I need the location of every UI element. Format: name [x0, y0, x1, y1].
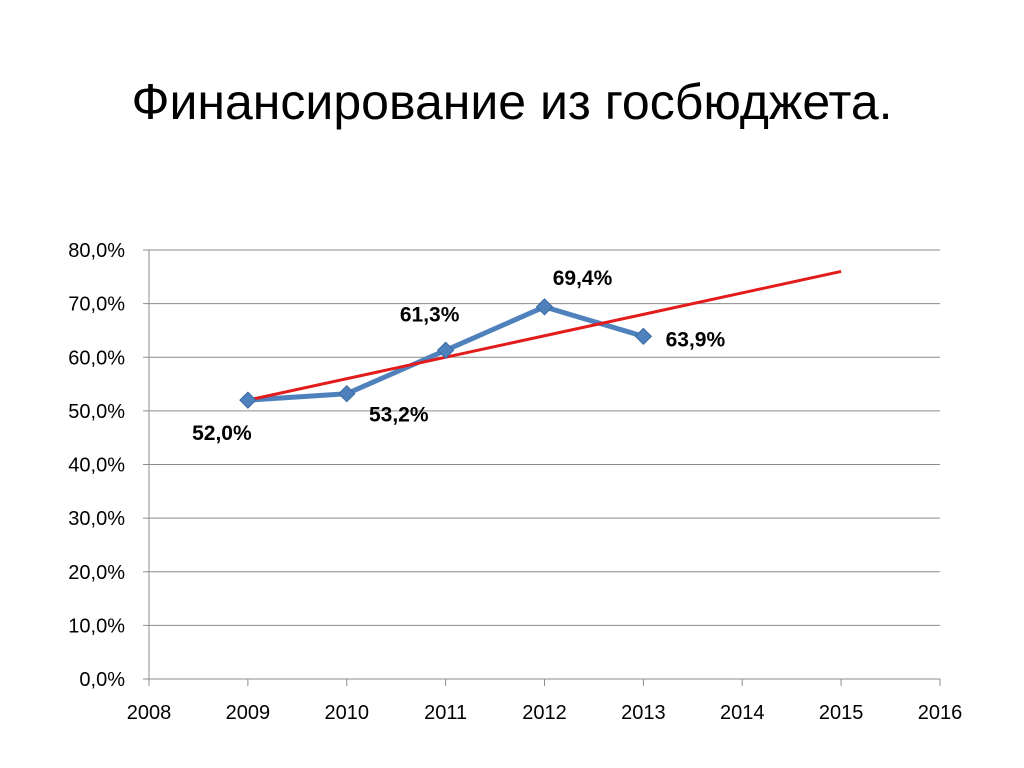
y-axis-tick-labels: 0,0% 10,0% 20,0% 30,0% 40,0% 50,0% 60,0% 70,0% 8… [68, 240, 125, 691]
data-point-marker [436, 341, 455, 359]
x-tick-label: 2012 [522, 702, 567, 724]
x-tick-label: 2015 [819, 702, 864, 724]
data-label: 63,9% [666, 328, 726, 351]
x-tick-label: 2016 [918, 702, 963, 724]
data-point-marker [239, 391, 257, 409]
grid-lines [149, 249, 940, 626]
x-tick-label: 2009 [226, 702, 271, 724]
series [239, 269, 842, 409]
data-label: 69,4% [553, 267, 613, 290]
y-tick-label: 20,0% [68, 562, 125, 584]
y-tick-label: 10,0% [68, 615, 125, 637]
data-point-marker [338, 385, 356, 403]
data-label: 61,3% [400, 303, 460, 326]
data-label: 53,2% [369, 404, 429, 427]
y-tick-label: 0,0% [79, 669, 125, 691]
data-point-marker [634, 327, 653, 346]
data-label: 52,0% [192, 422, 252, 445]
data-labels: 52,0% 53,2% 61,3% 69,4% 63,9% [192, 267, 725, 445]
slide-title: Финансирование из госбюджета. [131, 74, 893, 130]
y-tick-label: 40,0% [68, 455, 125, 477]
y-tick-label: 50,0% [68, 401, 125, 423]
y-tick-label: 70,0% [68, 294, 125, 316]
y-tick-label: 60,0% [68, 347, 125, 369]
axes [143, 249, 941, 686]
x-tick-label: 2010 [325, 702, 370, 724]
x-axis-tick-labels: 2008 2009 2010 2011 2012 2013 2014 2015 2016 [127, 702, 963, 724]
x-tick-label: 2008 [127, 702, 172, 724]
data-point-marker [535, 298, 554, 316]
x-tick-label: 2013 [621, 702, 666, 724]
trend-line [247, 269, 842, 402]
x-tick-label: 2011 [424, 702, 467, 724]
y-tick-label: 30,0% [68, 508, 125, 530]
x-tick-label: 2014 [720, 702, 765, 724]
y-tick-label: 80,0% [68, 240, 125, 262]
